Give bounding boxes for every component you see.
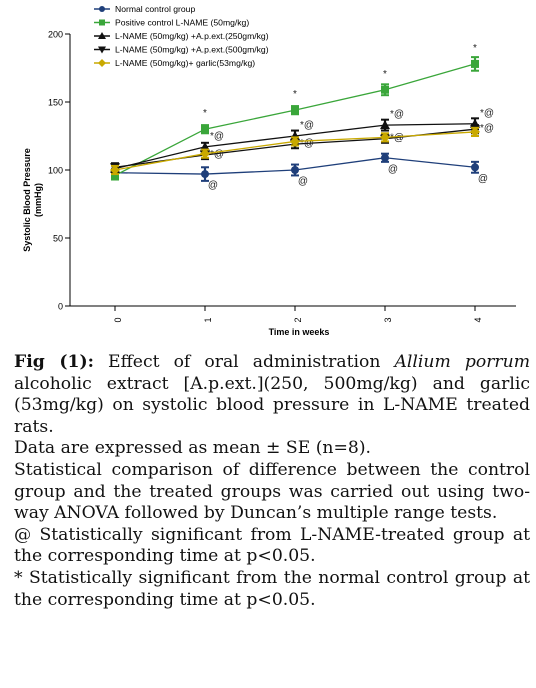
data-point bbox=[471, 163, 479, 172]
data-point bbox=[471, 59, 479, 68]
x-tick-label: 4 bbox=[473, 317, 483, 322]
caption-at-note: @ Statistically significant from L-NAME-… bbox=[14, 524, 530, 567]
caption-text-1: Effect of oral administration bbox=[93, 352, 395, 372]
data-point bbox=[381, 153, 389, 162]
data-point bbox=[110, 165, 120, 175]
data-point bbox=[200, 148, 210, 159]
significance-label: *@ bbox=[210, 149, 224, 160]
figure-caption: Fig (1): Effect of oral administration A… bbox=[14, 352, 530, 611]
legend-label: L-NAME (50mg/kg)+ garlic(53mg/kg) bbox=[115, 58, 255, 68]
legend-label: L-NAME (50mg/kg) +A.p.ext.(500gm/kg) bbox=[115, 45, 269, 55]
x-tick-label: 3 bbox=[383, 317, 393, 322]
x-tick-label: 2 bbox=[293, 317, 303, 322]
legend-entry-4: L-NAME (50mg/kg) +A.p.ext.(500gm/kg) bbox=[94, 45, 269, 55]
caption-stats-note: Statistical comparison of difference bet… bbox=[14, 459, 530, 524]
legend-label: Positive control L-NAME (50mg/kg) bbox=[115, 18, 249, 28]
significance-label: * bbox=[473, 43, 477, 54]
y-tick-label: 100 bbox=[48, 166, 63, 176]
y-axis-label: Systolic Blood Pressure bbox=[22, 148, 32, 252]
data-point bbox=[380, 120, 390, 130]
caption-data-note: Data are expressed as mean ± SE (n=8). bbox=[14, 438, 371, 459]
legend-label: Normal control group bbox=[115, 4, 195, 14]
blood-pressure-chart: 0 50 100 150 200 0 1 2 3 4 Time in weeks Systolic B… bbox=[22, 4, 516, 337]
y-tick-label: 200 bbox=[48, 30, 63, 40]
y-tick-label: 150 bbox=[48, 98, 63, 108]
legend-entry-5: L-NAME (50mg/kg)+ garlic(53mg/kg) bbox=[94, 58, 255, 68]
y-tick-label: 50 bbox=[53, 234, 63, 244]
data-point bbox=[291, 166, 299, 174]
significance-label: *@ bbox=[390, 133, 404, 144]
significance-label: @ bbox=[388, 164, 398, 175]
data-point bbox=[470, 126, 480, 137]
significance-label: @ bbox=[478, 173, 488, 184]
y-axis-unit-label: (mmHg) bbox=[33, 183, 43, 217]
x-tick-label: 0 bbox=[113, 317, 123, 322]
caption-text-2: alcoholic extract [A.p.ext.](250, 500mg/… bbox=[14, 373, 530, 437]
significance-label: *@ bbox=[300, 120, 314, 131]
legend-entry-1: Normal control group bbox=[94, 4, 195, 14]
figure-label: Fig (1): bbox=[14, 352, 94, 372]
legend-marker bbox=[99, 6, 105, 12]
significance-label: *@ bbox=[390, 109, 404, 120]
series-1: @ @ @ @ bbox=[111, 152, 488, 191]
significance-label: @ bbox=[208, 180, 218, 191]
legend-marker bbox=[99, 19, 105, 26]
series-line bbox=[114, 63, 476, 177]
chart-marks: @ @ @ @ * * * * *@ *@ *@ *@ *@ *@ *@ *@ bbox=[110, 43, 494, 191]
legend-marker bbox=[98, 32, 106, 39]
legend-label: L-NAME (50mg/kg) +A.p.ext.(250gm/kg) bbox=[115, 31, 269, 41]
series-5 bbox=[110, 126, 480, 176]
data-point bbox=[380, 132, 390, 143]
significance-label: *@ bbox=[300, 138, 314, 149]
significance-label: * bbox=[293, 89, 297, 100]
chart-legend: Normal control group Positive control L-N… bbox=[94, 4, 269, 68]
data-point bbox=[201, 125, 209, 134]
chart-axes: 0 50 100 150 200 0 1 2 3 4 Time in weeks Systolic B… bbox=[22, 30, 516, 337]
significance-label: @ bbox=[298, 176, 308, 187]
legend-entry-2: Positive control L-NAME (50mg/kg) bbox=[94, 18, 249, 28]
data-point bbox=[381, 85, 389, 94]
significance-label: *@ bbox=[210, 131, 224, 142]
significance-label: *@ bbox=[480, 123, 494, 134]
significance-label: * bbox=[203, 108, 207, 119]
x-axis-label: Time in weeks bbox=[269, 327, 330, 337]
y-tick-label: 0 bbox=[58, 302, 63, 312]
x-tick-label: 1 bbox=[203, 317, 213, 322]
significance-label: *@ bbox=[480, 108, 494, 119]
legend-marker bbox=[98, 59, 106, 67]
caption-paragraph-1: Fig (1): Effect of oral administration A… bbox=[14, 352, 530, 438]
legend-entry-3: L-NAME (50mg/kg) +A.p.ext.(250gm/kg) bbox=[94, 31, 269, 41]
significance-label: * bbox=[383, 69, 387, 80]
legend-marker bbox=[98, 46, 106, 54]
data-point bbox=[201, 170, 209, 179]
data-point bbox=[291, 106, 299, 115]
data-point bbox=[111, 171, 119, 180]
caption-star-note: * Statistically significant from the nor… bbox=[14, 567, 530, 610]
data-point bbox=[290, 136, 300, 147]
species-name: Allium porrum bbox=[394, 352, 530, 372]
